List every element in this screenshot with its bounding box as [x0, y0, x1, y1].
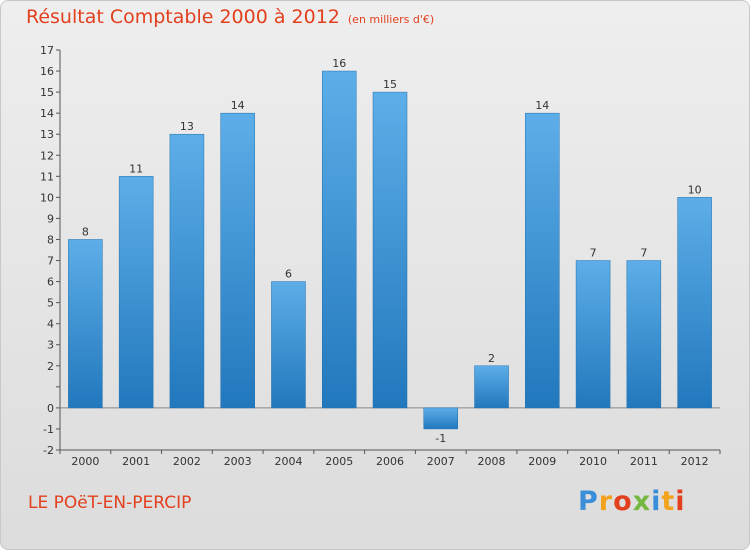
data-label: 16 — [332, 57, 346, 70]
data-label: 15 — [383, 78, 397, 91]
y-tick-label: 2 — [47, 360, 54, 373]
x-tick-label: 2007 — [427, 455, 455, 468]
bar — [525, 112, 560, 409]
bar — [575, 260, 611, 409]
data-label: 13 — [180, 120, 194, 133]
commune-name: LE POëT-EN-PERCIP — [28, 493, 192, 513]
data-label: 8 — [82, 225, 89, 238]
logo-letter: i — [675, 486, 686, 517]
logo-letter: o — [613, 486, 633, 517]
y-tick-label: 15 — [40, 86, 54, 99]
x-tick-label: 2010 — [579, 455, 607, 468]
y-tick-label: 16 — [40, 65, 54, 78]
y-tick-label: -1 — [43, 423, 54, 436]
chart-labels: 2000 8 2001 11 2002 13 2003 14 2004 6 2005 16 2006 15… — [71, 57, 708, 468]
x-tick-label: 2006 — [376, 455, 404, 468]
data-label: 2 — [488, 352, 495, 365]
y-tick-label: 6 — [47, 276, 54, 289]
bar — [474, 365, 509, 409]
bar — [677, 197, 712, 409]
y-tick-label: 11 — [40, 170, 54, 183]
y-tick-label: 7 — [47, 255, 54, 268]
y-tick-label: 4 — [47, 318, 54, 331]
logo-letter: r — [598, 486, 614, 517]
data-label: 7 — [640, 247, 647, 260]
y-tick-label: 3 — [47, 339, 54, 352]
chart-title-text: Résultat Comptable 2000 à 2012 — [26, 6, 340, 28]
data-label: 7 — [590, 247, 597, 260]
y-tick-label: 13 — [40, 128, 54, 141]
y-tick-label: 5 — [47, 297, 54, 310]
y-tick-label: 0 — [47, 402, 54, 415]
x-tick-label: 2005 — [325, 455, 353, 468]
bar — [321, 70, 357, 409]
logo-letter: x — [632, 486, 652, 517]
proxiti-logo: Proxiti — [578, 486, 686, 517]
x-tick-label: 2001 — [122, 455, 150, 468]
x-tick-label: 2009 — [528, 455, 556, 468]
bar — [220, 112, 255, 409]
y-tick-label: 10 — [40, 191, 54, 204]
x-tick-label: 2003 — [224, 455, 252, 468]
data-label: 6 — [285, 268, 292, 281]
y-tick-label: -2 — [43, 444, 54, 457]
x-tick-label: 2000 — [71, 455, 99, 468]
y-tick-label: 12 — [40, 149, 54, 162]
bar — [423, 407, 459, 430]
y-tick-label: 17 — [40, 44, 54, 57]
x-tick-label: 2004 — [274, 455, 302, 468]
bar — [372, 91, 408, 409]
bar — [169, 133, 205, 409]
bar — [271, 281, 306, 409]
data-label: 10 — [688, 183, 702, 196]
x-tick-label: 2011 — [630, 455, 658, 468]
x-tick-label: 2008 — [478, 455, 506, 468]
data-label: 11 — [129, 162, 143, 175]
chart-bars — [68, 70, 712, 430]
x-tick-label: 2012 — [681, 455, 709, 468]
logo-letter: t — [661, 486, 676, 517]
data-label: 14 — [535, 99, 549, 112]
bar — [68, 239, 103, 409]
logo-letter: P — [578, 486, 599, 517]
chart-subtitle: (en milliers d'€) — [347, 13, 435, 26]
bar — [118, 176, 154, 409]
data-label: 14 — [231, 99, 245, 112]
y-tick-label: 8 — [47, 233, 54, 246]
y-tick-label: 14 — [40, 107, 54, 120]
x-tick-label: 2002 — [173, 455, 201, 468]
chart-title: Résultat Comptable 2000 à 2012 (en millie… — [26, 6, 434, 28]
bar — [626, 260, 662, 409]
logo-letter: i — [651, 486, 662, 517]
data-label: -1 — [435, 432, 446, 445]
y-tick-label: 9 — [47, 212, 54, 225]
